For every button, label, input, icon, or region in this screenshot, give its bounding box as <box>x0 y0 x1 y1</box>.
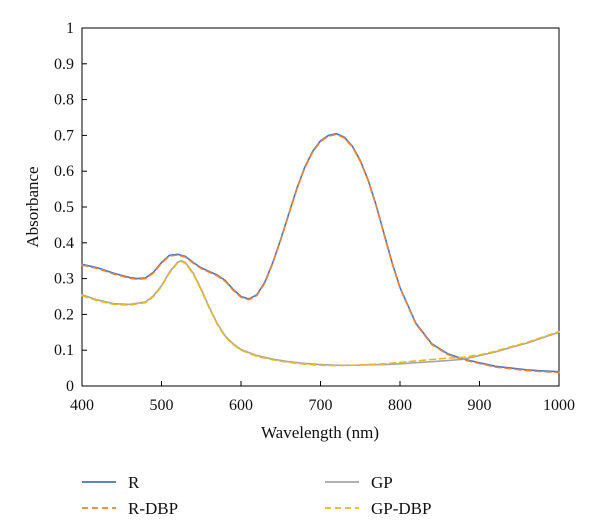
y-axis-ticks: 0 0.1 0.2 0.3 0.4 0.5 0.6 0.7 0.8 0.9 1 <box>54 20 87 395</box>
legend-label: R <box>128 473 140 492</box>
series-line-r <box>81 132 560 373</box>
x-tick-label: 500 <box>150 397 174 414</box>
y-tick-label: 0.7 <box>54 127 74 144</box>
y-axis-title: Absorbance <box>23 166 42 247</box>
y-tick-label: 0.8 <box>54 92 74 109</box>
plot-frame <box>81 27 560 387</box>
x-tick-label: 600 <box>229 397 253 414</box>
y-tick-label: 0.4 <box>54 235 74 252</box>
x-tick-label: 1000 <box>543 397 575 414</box>
x-tick-label: 900 <box>468 397 492 414</box>
series-line-gp-dbp <box>81 260 560 367</box>
x-axis-title: Wavelength (nm) <box>261 423 379 442</box>
y-tick-label: 0.1 <box>54 342 74 359</box>
legend: R R-DBP GP GP-DBP <box>82 473 431 518</box>
y-tick-label: 0.5 <box>54 199 74 216</box>
y-tick-label: 0.6 <box>54 163 74 180</box>
series-line-r-dbp <box>81 133 560 374</box>
legend-item-r: R <box>82 473 140 492</box>
y-tick-label: 0.2 <box>54 306 74 323</box>
series-lines <box>81 132 560 374</box>
legend-label: GP-DBP <box>371 499 431 518</box>
x-axis-ticks: 400 500 600 700 800 900 1000 <box>70 381 575 414</box>
x-tick-label: 400 <box>70 397 94 414</box>
y-tick-label: 0 <box>66 378 74 395</box>
legend-label: GP <box>371 473 393 492</box>
y-tick-label: 0.3 <box>54 271 74 288</box>
legend-item-r-dbp: R-DBP <box>82 499 178 518</box>
x-tick-label: 700 <box>309 397 333 414</box>
legend-item-gp: GP <box>325 473 393 492</box>
x-tick-label: 800 <box>388 397 412 414</box>
series-line-gp <box>81 259 560 367</box>
legend-label: R-DBP <box>128 499 178 518</box>
legend-item-gp-dbp: GP-DBP <box>325 499 431 518</box>
y-tick-label: 0.9 <box>54 56 74 73</box>
y-tick-label: 1 <box>66 20 74 37</box>
